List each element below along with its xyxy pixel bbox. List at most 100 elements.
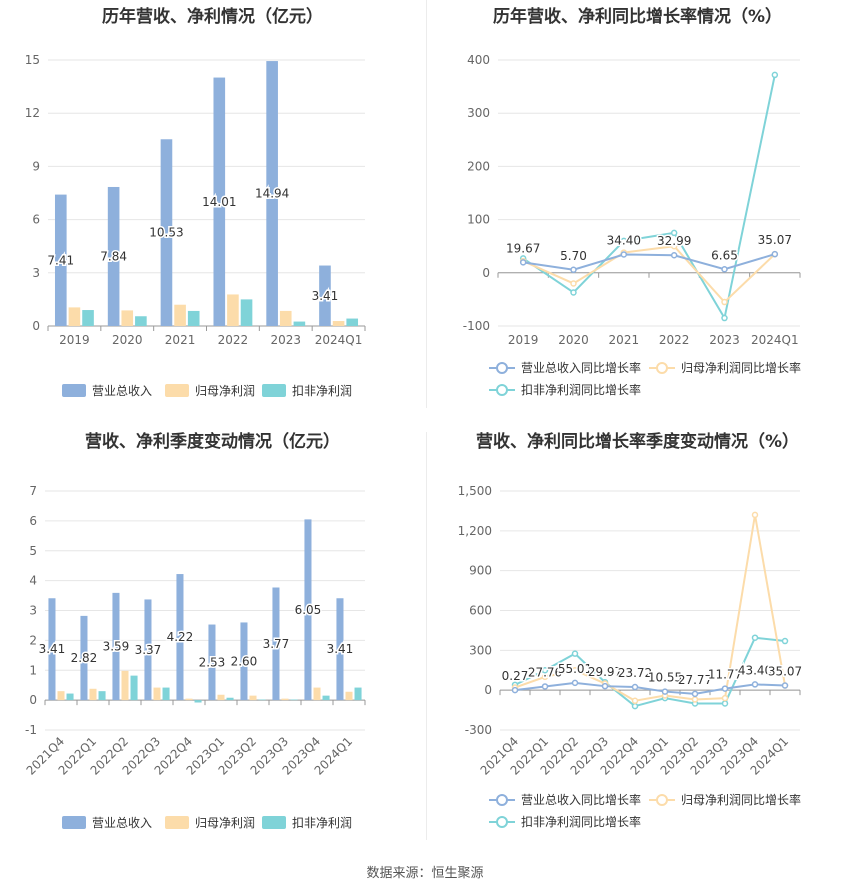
bar: [107, 186, 120, 326]
bar: [144, 599, 152, 701]
series-point: [721, 694, 729, 702]
bar: [336, 598, 344, 701]
legend-swatch: [165, 384, 189, 397]
y-tick-label: 4: [29, 574, 37, 588]
y-tick-label: 3: [29, 604, 37, 618]
y-tick-label: 9: [32, 159, 40, 173]
series-point: [631, 683, 639, 691]
legend-swatch: [496, 384, 508, 396]
series-point: [541, 683, 549, 690]
y-tick-label: 7: [29, 484, 37, 498]
bar: [135, 316, 147, 326]
series-point: [620, 251, 628, 258]
bar: [112, 592, 120, 701]
bar: [322, 695, 330, 701]
series-point: [751, 511, 759, 519]
y-tick-label: 300: [469, 643, 492, 657]
x-tick-label: 2020: [558, 333, 589, 347]
series-point: [541, 667, 549, 674]
y-tick-label: 1,500: [458, 484, 492, 498]
series-line: [514, 514, 786, 702]
series-point: [751, 681, 759, 688]
bar: [319, 265, 331, 326]
data-label: 32.99: [657, 234, 691, 248]
series-point: [771, 71, 779, 79]
panel-divider: [426, 0, 427, 408]
series-point: [571, 679, 579, 687]
x-tick-label: 2024Q1: [315, 333, 363, 347]
legend-swatch: [496, 362, 508, 374]
data-label: 10.55: [648, 671, 682, 685]
y-tick-label: -300: [465, 723, 492, 737]
y-tick-label: 300: [467, 106, 490, 120]
data-label: 35.07: [768, 665, 802, 679]
legend-label: 归母净利润同比增长率: [681, 360, 801, 375]
data-label: 4.22: [167, 630, 194, 644]
series-point: [519, 259, 527, 266]
y-tick-label: 12: [25, 106, 40, 120]
chart-canvas: 0 3 6 9 12 15 2019 2020 2021 2022 2023 2024Q1 7.41 7.…: [25, 53, 366, 398]
chart-title: 营收、净利同比增长率季度变动情况（%）: [475, 432, 800, 452]
data-label: 6.65: [711, 248, 738, 262]
bar: [187, 310, 200, 326]
bar: [290, 699, 298, 701]
data-label: 3.77: [263, 637, 290, 651]
chart-title: 历年营收、净利同比增长率情况（%）: [492, 7, 783, 27]
series-point: [571, 650, 579, 657]
bar: [279, 310, 292, 326]
legend-label: 扣非净利润同比增长率: [521, 814, 641, 829]
y-tick-label: 6: [32, 213, 40, 227]
data-label: 27.76: [528, 665, 562, 679]
bar: [226, 697, 234, 701]
x-tick-label: 2024Q1: [751, 333, 799, 347]
legend-swatch: [262, 816, 286, 829]
data-label: 7.41: [47, 253, 74, 267]
series-point: [631, 697, 639, 705]
bar: [98, 691, 106, 701]
annual-growth-rate-chart: 历年营收、净利同比增长率情况（%） -100 0 100 200 300 400 2019 2…: [425, 0, 850, 420]
chart-title: 营收、净利季度变动情况（亿元）: [85, 432, 340, 452]
legend-label: 扣非净利润: [292, 384, 352, 398]
bar: [227, 294, 239, 326]
bar: [185, 698, 193, 701]
y-tick-label: 0: [482, 266, 490, 280]
data-label: 2.82: [71, 651, 98, 665]
bar: [89, 688, 97, 701]
bar: [240, 299, 253, 326]
series-point: [570, 266, 577, 274]
bar: [174, 304, 186, 326]
y-tick-label: 15: [25, 53, 40, 67]
series-line: [522, 245, 776, 304]
series-point: [670, 251, 678, 259]
x-tick-label: 2021: [609, 333, 640, 347]
y-tick-label: 6: [29, 514, 37, 528]
legend-label: 归母净利润同比增长率: [681, 792, 801, 807]
bar: [162, 687, 170, 701]
legend-swatch: [496, 816, 508, 828]
x-tick-label: 2020: [112, 333, 143, 347]
data-label: 0.27: [502, 669, 529, 683]
chart-canvas: -30003006009001,2001,5002021Q42022Q12022…: [458, 484, 804, 829]
series-point: [570, 289, 577, 296]
data-label: 3.59: [103, 639, 130, 653]
data-label: 29.97: [588, 665, 622, 679]
data-label: 14.01: [202, 195, 236, 209]
data-label: 3.37: [135, 643, 162, 657]
bar: [332, 321, 345, 326]
series-point: [781, 637, 789, 645]
series-line: [514, 636, 786, 708]
y-tick-label: -1: [25, 723, 37, 737]
panel-divider: [426, 432, 427, 840]
chart-canvas: -100 0 100 200 300 400 2019 2020 2021 2022 2023 202…: [463, 53, 801, 397]
legend-swatch: [62, 384, 86, 397]
y-tick-label: 0: [484, 683, 492, 697]
series-point: [670, 242, 678, 250]
data-label: 27.77: [678, 673, 712, 687]
bar: [54, 194, 67, 326]
bar: [153, 687, 161, 701]
series-point: [721, 685, 729, 692]
y-tick-label: 600: [469, 604, 492, 618]
series-point: [691, 696, 699, 703]
bar: [66, 693, 74, 701]
data-source-note: 数据来源：恒生聚源: [366, 866, 484, 881]
